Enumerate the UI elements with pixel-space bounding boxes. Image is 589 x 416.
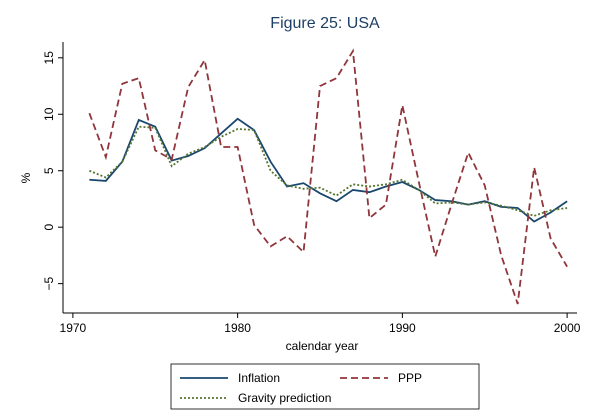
legend-label: PPP	[398, 371, 422, 385]
y-tick-label: 10	[42, 107, 56, 121]
x-axis-label: calendar year	[286, 339, 359, 353]
y-tick-label: −5	[42, 276, 56, 290]
x-tick-label: 1970	[60, 321, 87, 335]
legend-label: Gravity prediction	[238, 391, 331, 405]
y-tick-label: 0	[42, 224, 56, 231]
chart-title: Figure 25: USA	[270, 15, 380, 32]
x-tick-label: 2000	[554, 321, 581, 335]
y-tick-label: 15	[42, 51, 56, 65]
series-line	[88, 48, 568, 305]
x-tick-label: 1980	[224, 321, 251, 335]
y-tick-label: 5	[42, 167, 56, 174]
plot-area	[63, 42, 577, 313]
y-axis-label: %	[19, 172, 33, 183]
legend	[170, 363, 480, 410]
series-line	[89, 117, 568, 223]
legend-label: Inflation	[238, 371, 280, 385]
x-tick-label: 1990	[389, 321, 416, 335]
